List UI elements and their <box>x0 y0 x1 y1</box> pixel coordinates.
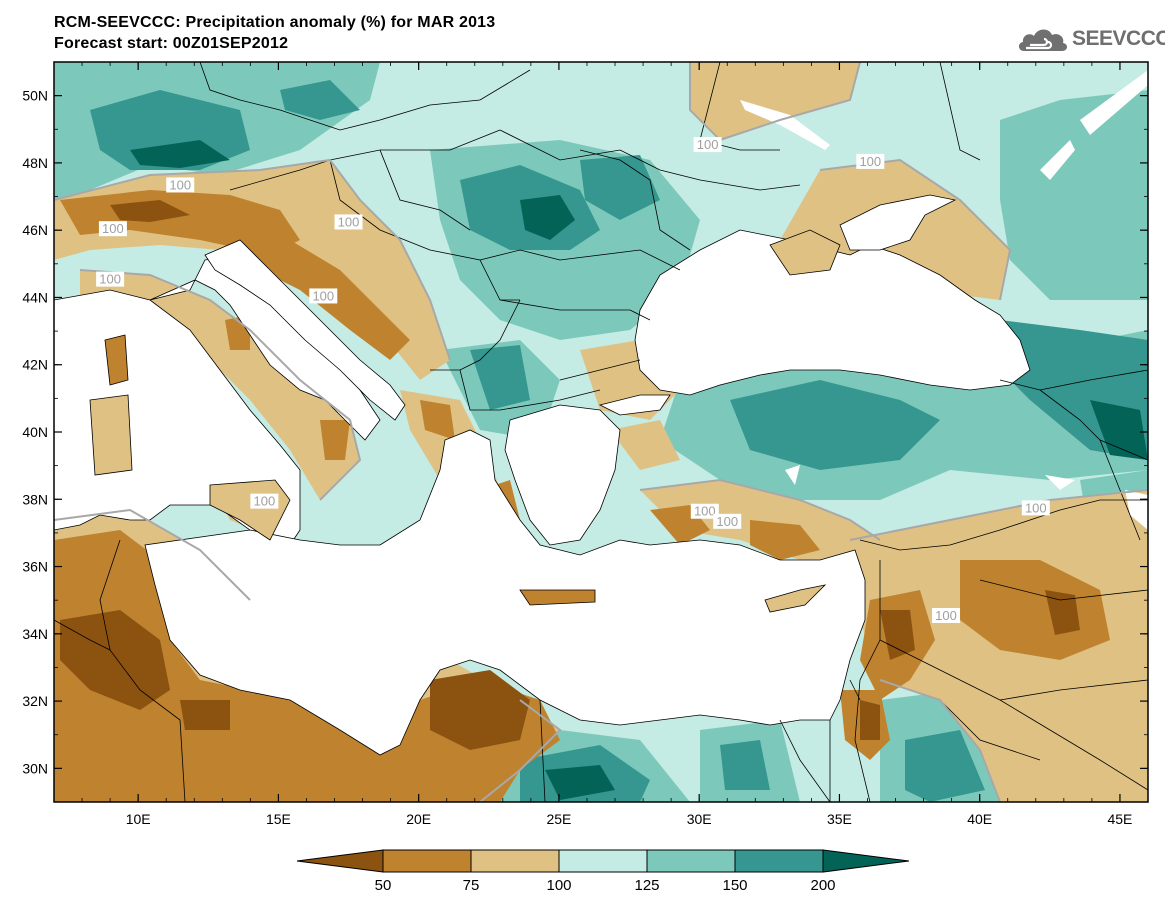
contour-label-bg <box>856 153 885 169</box>
colorbar-segment <box>470 849 560 873</box>
x-tick-label: 15E <box>266 811 291 827</box>
adriatic-sea <box>204 239 406 421</box>
contour-label: 100 <box>694 504 716 519</box>
contour-label: 100 <box>338 214 360 229</box>
contour-label: 100 <box>716 514 738 529</box>
chart-title: RCM-SEEVCCC: Precipitation anomaly (%) f… <box>54 12 495 54</box>
sea-mask <box>54 194 1031 756</box>
islands <box>89 229 841 613</box>
y-tick-label: 46N <box>22 222 48 238</box>
y-tick-label: 50N <box>22 88 48 104</box>
title-line-2: Forecast start: 00Z01SEP2012 <box>54 35 289 52</box>
sardinia <box>89 394 133 476</box>
x-tick-label: 20E <box>406 811 431 827</box>
contour-label-bg <box>1021 500 1050 516</box>
colorbar-segment <box>734 849 824 873</box>
logo-text: SEEVCCC <box>1072 27 1165 50</box>
crimea <box>769 229 841 276</box>
field-under-50 <box>60 200 1080 750</box>
x-tick-label: 45E <box>1107 811 1132 827</box>
contour-label-bg <box>96 271 125 287</box>
cyprus <box>764 584 827 613</box>
x-tick-label: 25E <box>546 811 571 827</box>
y-tick-label: 48N <box>22 155 48 171</box>
sea-of-azov <box>839 194 957 251</box>
x-tick-label: 10E <box>126 811 151 827</box>
y-tick-label: 38N <box>22 491 48 507</box>
colorbar-label: 125 <box>634 877 659 894</box>
contour-label: 100 <box>935 608 957 623</box>
eastern-mediterranean <box>144 429 866 756</box>
y-tick-label: 36N <box>22 559 48 575</box>
contour-label-bg <box>166 177 195 193</box>
contour-label: 100 <box>859 154 881 169</box>
x-tick-label: 40E <box>967 811 992 827</box>
colorbar: 50 75 100 125 150 200 <box>296 849 910 894</box>
country-borders <box>54 62 1148 802</box>
title-line-1: RCM-SEEVCCC: Precipitation anomaly (%) f… <box>54 14 496 31</box>
colorbar-high-arrow <box>822 849 910 873</box>
seevccc-logo: SEEVCCC <box>1016 22 1165 56</box>
contour-label-bg <box>98 221 127 237</box>
contour-label-bg <box>250 493 279 509</box>
contour-label: 100 <box>312 288 334 303</box>
y-tick-label: 32N <box>22 693 48 709</box>
y-tick-label: 44N <box>22 289 48 305</box>
colorbar-segment <box>382 849 472 873</box>
contour-label: 100 <box>1025 500 1047 515</box>
contour-label: 100 <box>697 137 719 152</box>
aegean-sea <box>504 404 621 546</box>
colorbar-label: 150 <box>722 877 747 894</box>
y-tick-label: 34N <box>22 626 48 642</box>
y-tick-label: 42N <box>22 357 48 373</box>
crete <box>519 589 596 606</box>
contour-label: 100 <box>169 177 191 192</box>
contour-label-bg <box>334 214 363 230</box>
colorbar-label: 200 <box>810 877 835 894</box>
contour-label: 100 <box>254 494 276 509</box>
x-tick-label: 35E <box>827 811 852 827</box>
contour-label-bg <box>932 608 961 623</box>
colorbar-label: 75 <box>463 877 480 894</box>
contour-label-bg <box>309 288 338 304</box>
contour-label: 100 <box>102 221 124 236</box>
corsica <box>104 334 129 386</box>
colorbar-label: 50 <box>375 877 392 894</box>
cloud-icon <box>1018 29 1068 51</box>
colorbar-segment <box>558 849 648 873</box>
axis-ticks: 10E 15E 20E 25E 30E 35E 40E 45E 30N 32N 34N 36N 38N 4… <box>22 61 1149 827</box>
y-tick-label: 40N <box>22 424 48 440</box>
colorbar-low-arrow <box>296 849 384 873</box>
x-tick-label: 30E <box>687 811 712 827</box>
contour-label-bg <box>713 513 742 529</box>
contour-label-bg <box>693 137 722 153</box>
contour-label-bg <box>690 503 719 519</box>
y-tick-label: 30N <box>22 760 48 776</box>
field-over-200 <box>130 140 1148 800</box>
contour-label: 100 <box>99 272 121 287</box>
colorbar-label: 100 <box>546 877 571 894</box>
marmara-sea <box>598 394 671 416</box>
colorbar-segment <box>646 849 736 873</box>
